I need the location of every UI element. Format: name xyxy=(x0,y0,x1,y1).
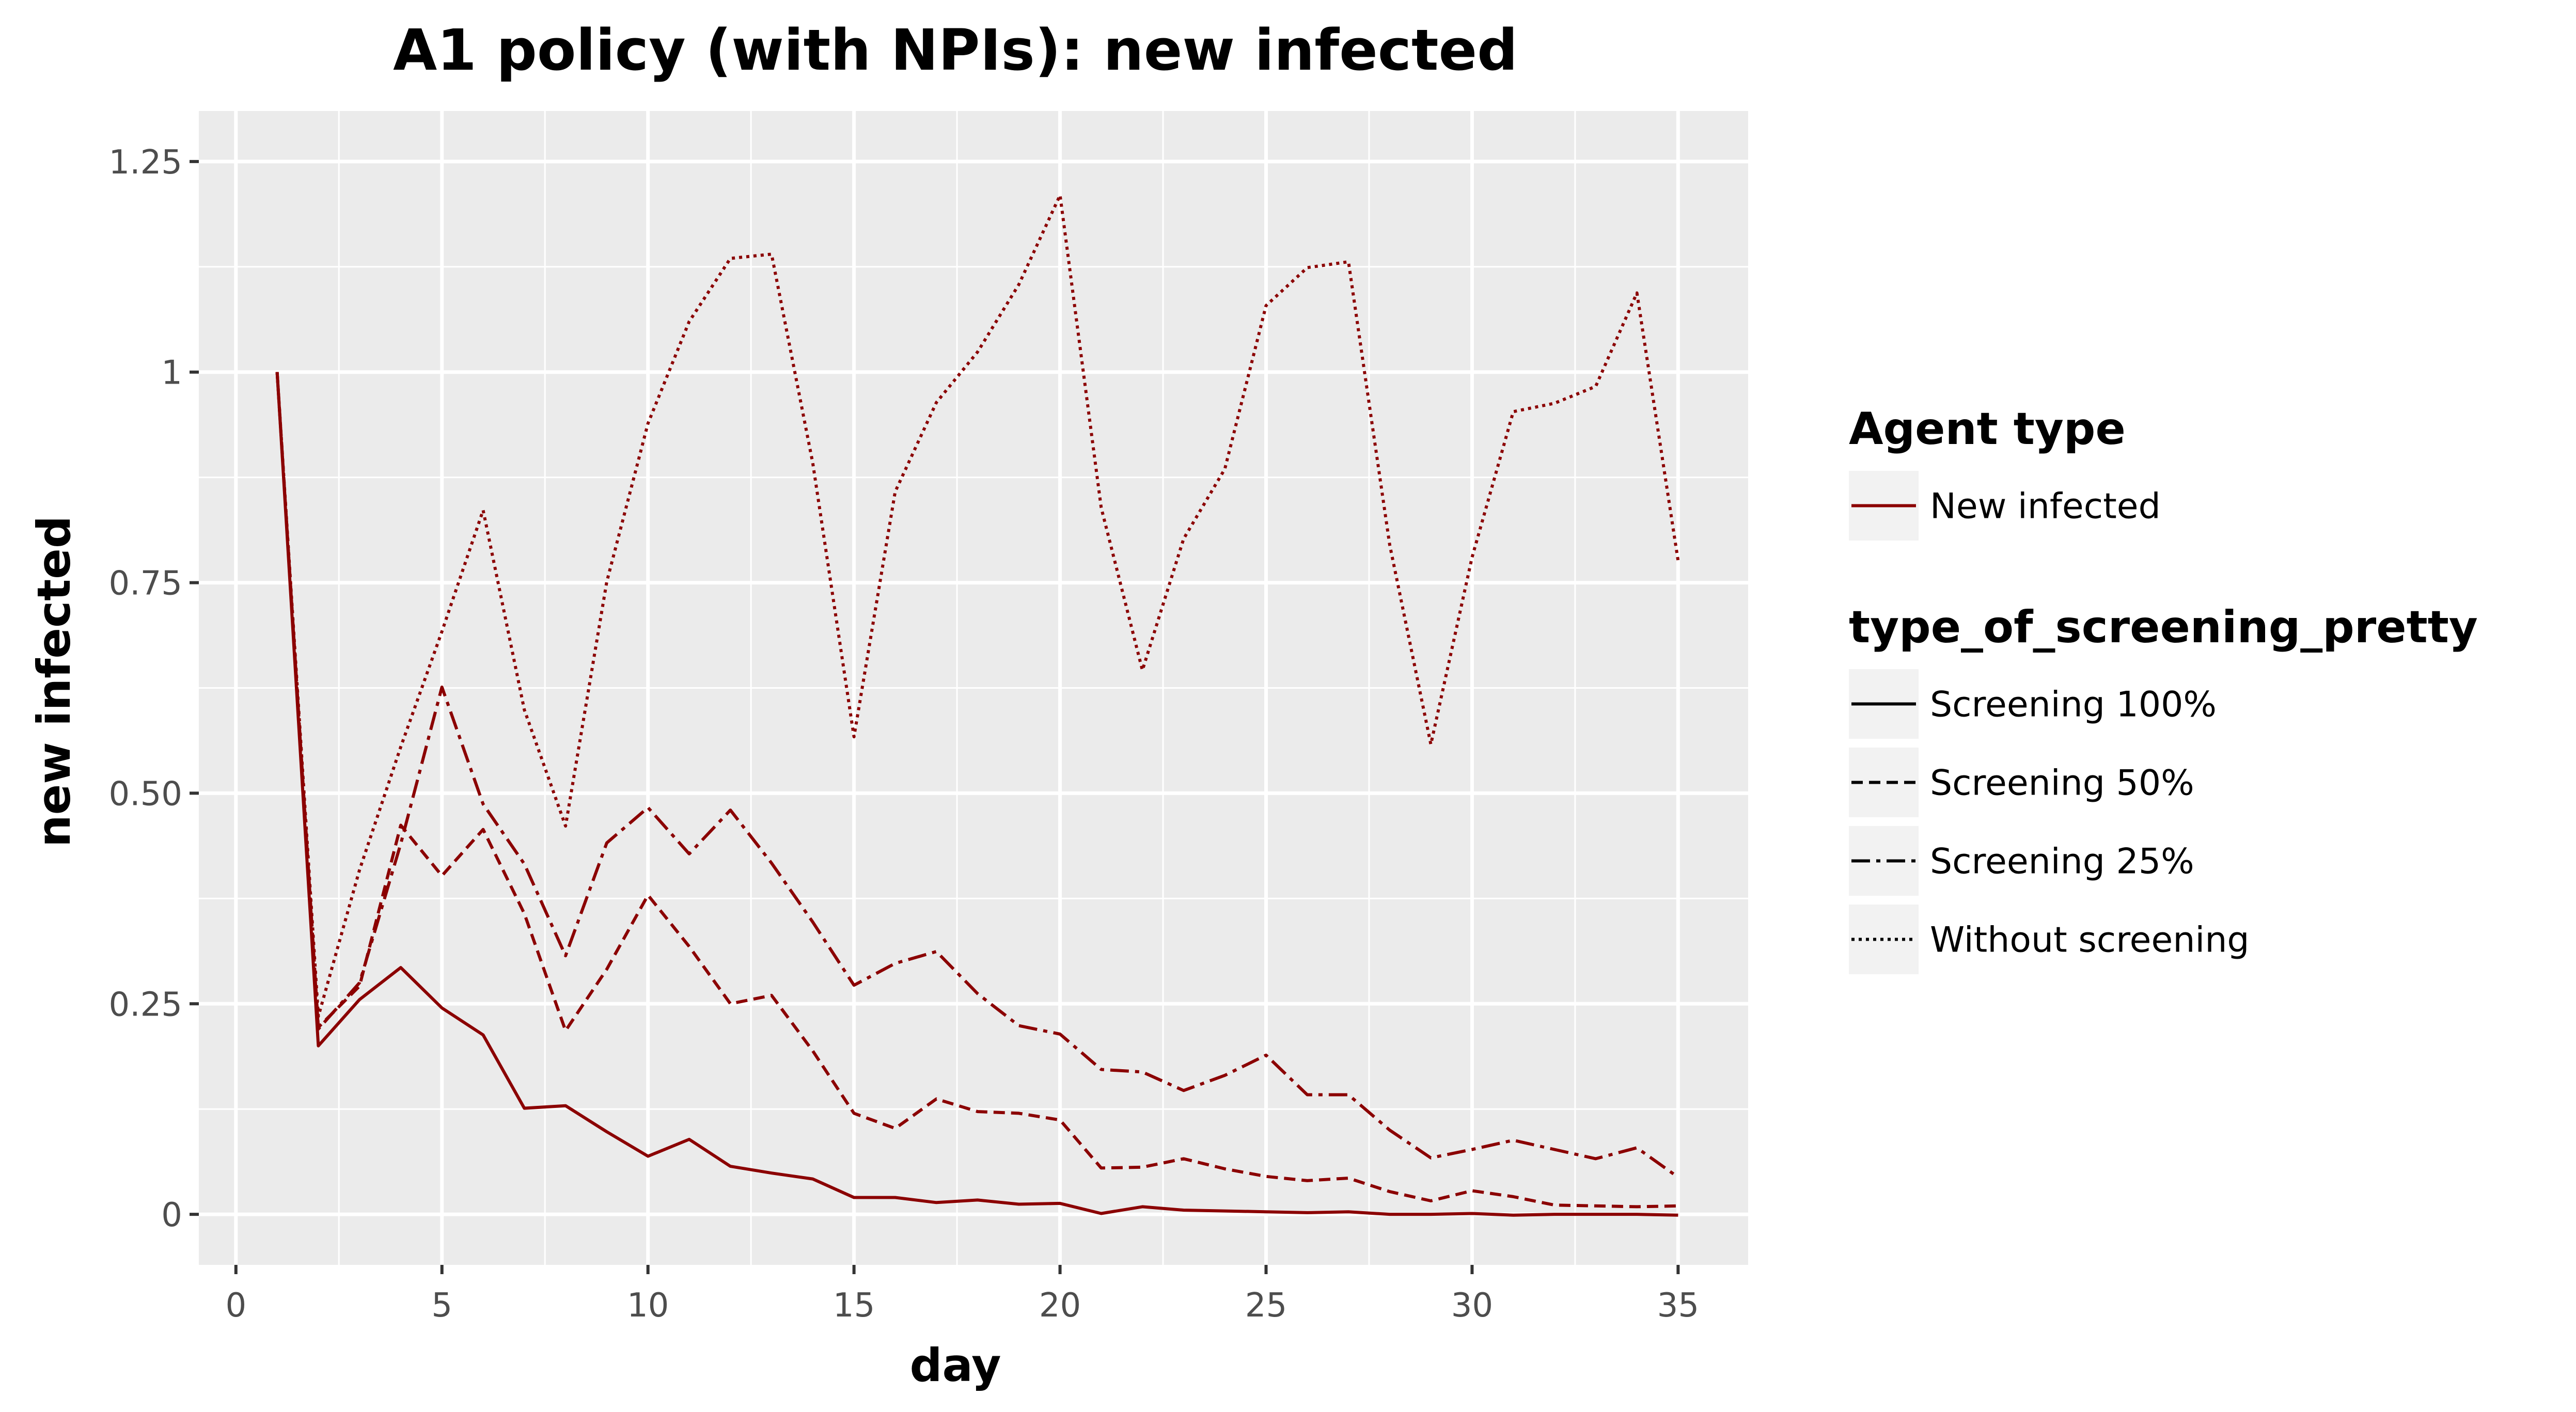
y-tick-label: 1 xyxy=(161,354,182,392)
x-tick-label: 0 xyxy=(225,1287,246,1325)
legend-title: Agent type xyxy=(1849,403,2126,455)
legend-label: Without screening xyxy=(1930,920,2250,961)
x-tick-label: 35 xyxy=(1657,1287,1699,1325)
x-axis: 0 5 10 15 20 25 30 35 xyxy=(225,1265,1699,1325)
x-tick-label: 10 xyxy=(627,1287,669,1325)
x-axis-label: day xyxy=(909,1339,1001,1392)
legend: Agent type New infected type_of_screening_… xyxy=(1849,403,2478,974)
legend-label: New infected xyxy=(1930,486,2161,527)
y-tick-label: 1.25 xyxy=(109,144,183,182)
x-tick-label: 25 xyxy=(1245,1287,1287,1325)
legend-label: Screening 100% xyxy=(1930,685,2217,725)
y-axis: 0 0.25 0.50 0.75 1 1.25 xyxy=(109,144,199,1234)
legend-label: Screening 50% xyxy=(1930,763,2194,804)
x-tick-label: 30 xyxy=(1451,1287,1493,1325)
legend-label: Screening 25% xyxy=(1930,842,2194,882)
plot-panel xyxy=(199,111,1748,1265)
x-tick-label: 20 xyxy=(1039,1287,1081,1325)
chart-title: A1 policy (with NPIs): new infected xyxy=(393,17,1518,83)
y-tick-label: 0.25 xyxy=(109,986,183,1024)
y-tick-label: 0 xyxy=(161,1196,182,1234)
x-tick-label: 15 xyxy=(833,1287,875,1325)
series-line-solid xyxy=(275,372,1678,1217)
y-tick-label: 0.75 xyxy=(109,565,183,603)
series-line-dashdot xyxy=(275,372,1679,1179)
legend-title: type_of_screening_pretty xyxy=(1849,601,2478,653)
y-axis-label: new infected xyxy=(27,516,81,847)
series-line-dashed xyxy=(275,372,1678,1209)
series-line-dotted xyxy=(275,194,1680,1018)
x-tick-label: 5 xyxy=(431,1287,452,1325)
y-tick-label: 0.50 xyxy=(109,775,183,813)
series-layer xyxy=(275,194,1680,1217)
